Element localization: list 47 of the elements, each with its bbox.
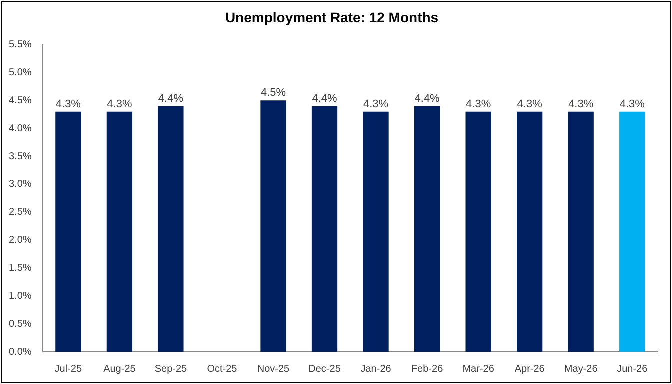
- x-tick-label: Mar-26: [462, 364, 495, 375]
- x-tick-label: Aug-25: [104, 364, 136, 375]
- chart-title: Unemployment Rate: 12 Months: [225, 9, 439, 26]
- bar: [312, 106, 338, 352]
- y-tick-label: 4.5%: [8, 95, 32, 106]
- bar: [363, 112, 389, 352]
- bar: [260, 100, 286, 352]
- y-tick-label: 1.0%: [8, 290, 32, 302]
- data-label: 4.4%: [158, 92, 184, 105]
- x-tick-label: Sep-25: [154, 364, 188, 375]
- data-label: 4.3%: [56, 98, 82, 110]
- x-tick-label: Nov-25: [257, 364, 290, 375]
- data-label: 4.3%: [517, 98, 543, 110]
- bar: [414, 106, 440, 352]
- y-tick-label: 4.0%: [8, 123, 32, 134]
- y-tick-label: 0.0%: [8, 346, 32, 358]
- x-tick-label: Jul-25: [54, 364, 82, 375]
- data-label: 4.4%: [414, 92, 440, 105]
- y-tick-label: 5.5%: [8, 40, 32, 51]
- x-tick-label: Oct-25: [207, 364, 238, 375]
- data-label: 4.3%: [107, 98, 132, 110]
- x-tick-label: Jun-26: [617, 364, 648, 375]
- bar: [568, 112, 594, 352]
- data-label: 4.3%: [568, 98, 594, 110]
- data-label: 4.3%: [466, 98, 492, 110]
- y-tick-label: 5.0%: [8, 67, 32, 78]
- data-label: 4.3%: [620, 98, 646, 110]
- x-tick-label: Feb-26: [411, 364, 444, 375]
- bar: [56, 112, 82, 352]
- bar: [517, 112, 543, 352]
- y-tick-label: 2.0%: [8, 235, 32, 246]
- y-tick-label: 2.5%: [8, 207, 32, 218]
- x-tick-label: Dec-25: [308, 364, 342, 375]
- x-tick-label: Apr-26: [514, 364, 546, 375]
- y-tick-label: 1.5%: [8, 262, 32, 274]
- data-label: 4.3%: [363, 98, 389, 110]
- data-label: 4.4%: [312, 92, 338, 105]
- bar: [620, 112, 646, 352]
- bar: [466, 112, 492, 352]
- x-tick-label: May-26: [564, 364, 598, 375]
- y-tick-label: 3.0%: [8, 179, 32, 190]
- y-tick-label: 0.5%: [8, 318, 32, 330]
- y-tick-label: 3.5%: [8, 151, 32, 162]
- x-tick-label: Jan-26: [360, 364, 392, 375]
- bar: [106, 112, 133, 352]
- bar: [158, 106, 184, 352]
- data-label: 4.5%: [260, 87, 286, 100]
